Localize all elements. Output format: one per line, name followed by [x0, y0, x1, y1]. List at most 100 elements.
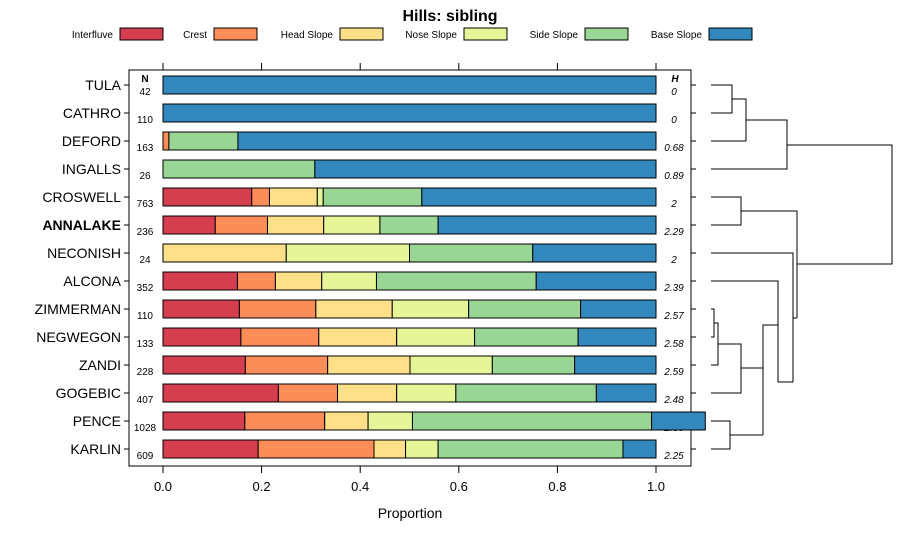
n-value: 228 [137, 367, 154, 378]
bar-segment [315, 299, 393, 319]
bar-segment [455, 383, 597, 403]
bar-segment [162, 215, 216, 235]
bar-segment [277, 383, 339, 403]
row-label: ANNALAKE [42, 217, 121, 233]
h-value: 2 [670, 199, 677, 210]
dendrogram-link [711, 280, 779, 300]
bar-segment [405, 439, 439, 459]
legend-swatch [119, 27, 164, 41]
row-label: NEGWEGON [36, 329, 121, 345]
bar-segment [162, 355, 246, 375]
legend-label: Head Slope [281, 30, 334, 41]
bar-segment [162, 411, 246, 431]
bar-segment [162, 271, 238, 291]
n-value: 42 [139, 87, 151, 98]
bar-segment [595, 383, 657, 403]
n-column-header: N [141, 74, 148, 85]
bar-segment [580, 299, 657, 319]
bar-segment [162, 299, 240, 319]
x-tick-label: 0.2 [253, 479, 271, 494]
n-value: 26 [139, 171, 151, 182]
bar-segment [574, 355, 657, 375]
h-value: 0.89 [664, 171, 684, 182]
dendrogram-link [711, 119, 788, 170]
bar-segment [162, 103, 657, 123]
bar-segment [373, 439, 407, 459]
bar-segment [267, 215, 325, 235]
row-label: GOGEBIC [56, 385, 121, 401]
h-value: 2.25 [663, 451, 684, 462]
bar-segment [323, 215, 381, 235]
h-value: 0.68 [664, 143, 684, 154]
bar-segment [162, 75, 657, 95]
legend-label: Base Slope [651, 30, 703, 41]
bar-segment [622, 439, 657, 459]
h-value: 2 [670, 255, 677, 266]
row-label: PENCE [73, 413, 121, 429]
x-tick-label: 1.0 [647, 479, 665, 494]
bar-segment [491, 355, 576, 375]
dendrogram-link [711, 252, 794, 382]
bar-segment [240, 327, 320, 347]
bar-segment [316, 187, 324, 207]
n-value: 163 [137, 143, 154, 154]
dendrogram-link [711, 308, 715, 338]
chart-title: Hills: sibling [402, 8, 497, 25]
bar-segment [162, 243, 287, 263]
legend-swatch [584, 27, 629, 41]
bar-segment [251, 187, 270, 207]
x-axis-label: Proportion [378, 505, 443, 521]
n-value: 133 [137, 339, 154, 350]
dendrogram-link [711, 343, 742, 394]
bar-segment [391, 299, 470, 319]
row-label: ALCONA [63, 273, 121, 289]
bar-segment [532, 243, 657, 263]
n-value: 236 [137, 227, 154, 238]
x-tick-label: 0.0 [154, 479, 172, 494]
bar-segment [162, 327, 242, 347]
n-value: 110 [137, 311, 153, 322]
h-value: 2.39 [663, 283, 684, 294]
plot-frame [128, 69, 692, 467]
bar-row: PENCE10282.36 [73, 411, 706, 434]
legend: Interfluve Crest Head Slope Nose Slope Side … [72, 27, 753, 41]
bar-row: GOGEBIC 407 2.48 [56, 383, 696, 406]
bar-segment [244, 355, 329, 375]
bar-segment [238, 299, 317, 319]
row-label: CATHRO [63, 105, 121, 121]
dendrogram-link [787, 144, 893, 265]
bar-row: DEFORD 163 0.68 [62, 131, 696, 154]
legend-label: Crest [183, 30, 207, 41]
bar-segment [577, 327, 657, 347]
bar-segment [327, 355, 411, 375]
bar-segment [474, 327, 579, 347]
bar-row: KARLIN 609 2.25 [70, 439, 696, 462]
bar-segment [168, 131, 239, 151]
h-value: 2.58 [663, 339, 684, 350]
bar-segment [214, 215, 269, 235]
n-value: 763 [137, 199, 154, 210]
bar-segment [409, 355, 493, 375]
bar-segment [437, 439, 624, 459]
dendrogram-link [711, 84, 733, 114]
bar-segment [318, 327, 398, 347]
bar-row: ALCONA 352 2.39 [63, 271, 696, 294]
bar-row: NEGWEGON 133 2.58 [36, 327, 696, 350]
legend-swatch [339, 27, 384, 41]
bar-segment [437, 215, 657, 235]
row-label: ZANDI [79, 357, 121, 373]
dendrogram-link [741, 324, 778, 369]
x-tick-label: 0.4 [351, 479, 369, 494]
n-value: 1028 [134, 423, 157, 434]
row-label: TULA [85, 77, 121, 93]
bar-row: ANNALAKE 236 2.29 [42, 215, 696, 238]
legend-label: Side Slope [530, 30, 579, 41]
n-value: 609 [137, 451, 154, 462]
n-value: 352 [137, 283, 154, 294]
dendrogram [711, 84, 893, 450]
bar-segment [421, 187, 657, 207]
h-column-header: H [671, 74, 679, 85]
bar-segment [375, 271, 537, 291]
row-label: INGALLS [62, 161, 121, 177]
